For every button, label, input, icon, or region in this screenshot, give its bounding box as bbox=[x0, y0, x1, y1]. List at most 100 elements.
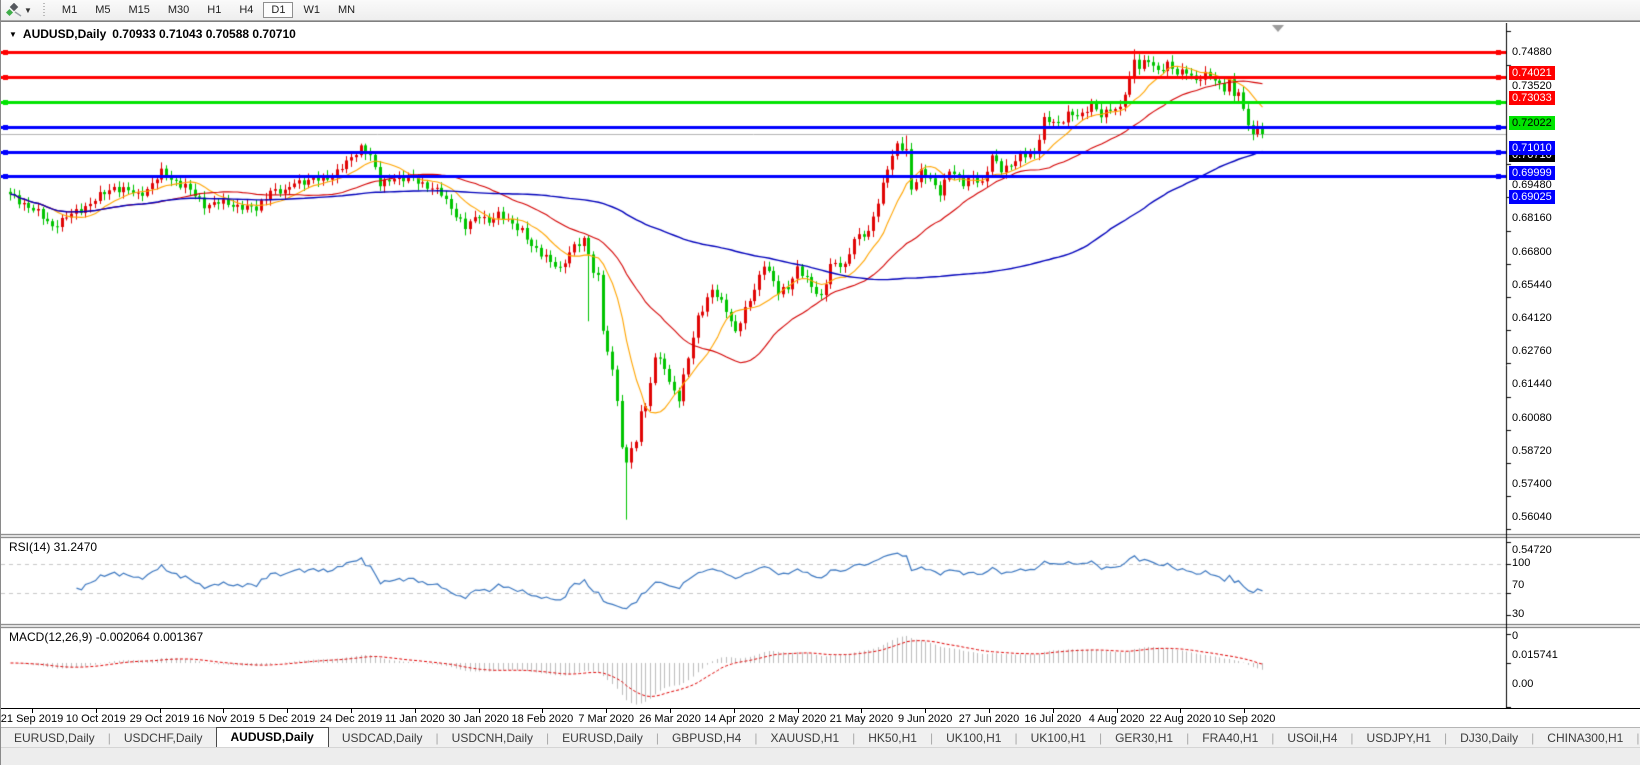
x-axis-date-label: 11 Jan 2020 bbox=[384, 713, 445, 725]
toolbar-grip-handle[interactable] bbox=[40, 3, 47, 17]
x-axis-date-label: 22 Aug 2020 bbox=[1149, 713, 1212, 725]
rsi-tick-label: 70 bbox=[1512, 578, 1525, 591]
chart-objects-icon[interactable] bbox=[5, 3, 23, 17]
price-tick-label: 0.60080 bbox=[1512, 411, 1552, 424]
date-tick bbox=[479, 709, 480, 713]
chart-tab-AUDUSD-Daily[interactable]: AUDUSD,Daily bbox=[215, 727, 329, 748]
chart-tab-GER30-H1[interactable]: GER30,H1 bbox=[1115, 731, 1174, 745]
date-tick bbox=[606, 709, 607, 713]
timeframe-button-MN[interactable]: MN bbox=[337, 4, 356, 16]
macd-tick-label: 0.015741 bbox=[1512, 649, 1558, 662]
x-axis-date-label: 30 Jan 2020 bbox=[448, 713, 509, 725]
price-tick-label: 0.56040 bbox=[1512, 511, 1552, 524]
chart-tab-EURUSD-Daily[interactable]: EURUSD,Daily bbox=[14, 731, 95, 745]
chart-tab-UK100-H1[interactable]: UK100,H1 bbox=[946, 731, 1002, 745]
chart-tab-UK100-H1[interactable]: UK100,H1 bbox=[1030, 731, 1086, 745]
x-axis-date-label: 2 May 2020 bbox=[768, 713, 827, 725]
rsi-indicator-label: RSI(14) 31.2470 bbox=[9, 540, 98, 554]
tab-separator: | bbox=[1444, 731, 1448, 745]
x-axis-date-label: 7 Mar 2020 bbox=[578, 713, 635, 725]
chart-tab-bar: EURUSD,Daily | USDCHF,Daily AUDUSD,Daily USD… bbox=[1, 727, 1640, 748]
x-axis-date-label: 18 Feb 2020 bbox=[511, 713, 574, 725]
date-tick bbox=[96, 709, 97, 713]
price-tick-label: 0.57400 bbox=[1512, 477, 1552, 490]
chart-tab-FRA40-H1[interactable]: FRA40,H1 bbox=[1202, 731, 1259, 745]
timeframe-button-H1[interactable]: H1 bbox=[207, 4, 222, 16]
x-axis-date-label: 27 Jun 2020 bbox=[958, 713, 1020, 725]
date-tick bbox=[160, 709, 161, 713]
hline-price-label: 0.74021 bbox=[1509, 66, 1555, 81]
timeframe-button-H4[interactable]: H4 bbox=[239, 4, 254, 16]
date-tick bbox=[1117, 709, 1118, 713]
x-axis-date-label: 16 Nov 2019 bbox=[192, 713, 255, 725]
tab-separator: | bbox=[929, 731, 934, 745]
chart-title: ▼ AUDUSD,Daily 0.70933 0.71043 0.70588 0… bbox=[9, 27, 296, 41]
chart-tab-CHINA300-H1[interactable]: CHINA300,H1 bbox=[1547, 731, 1624, 745]
date-tick bbox=[925, 709, 926, 713]
price-tick-label: 0.64120 bbox=[1512, 311, 1552, 324]
price-tick-label: 0.74880 bbox=[1512, 46, 1552, 58]
date-axis[interactable]: 21 Sep 2019 10 Oct 2019 29 Oct 2019 16 Nov … bbox=[1, 708, 1640, 729]
date-tick bbox=[351, 709, 352, 713]
triangle-down-icon[interactable]: ▼ bbox=[9, 29, 17, 39]
caret-down-icon[interactable]: ▼ bbox=[24, 5, 32, 15]
chart-tab-XAUUSD-H1[interactable]: XAUUSD,H1 bbox=[770, 731, 840, 745]
chart-tab-HK50-H1[interactable]: HK50,H1 bbox=[868, 731, 917, 745]
chart-tab-USDCNH-Daily[interactable]: USDCNH,Daily bbox=[451, 731, 534, 745]
window-bottom-strip bbox=[1, 747, 1640, 765]
tab-separator: | bbox=[754, 731, 758, 745]
chart-tab-EURUSD-Daily[interactable]: EURUSD,Daily bbox=[562, 731, 643, 745]
tab-separator: | bbox=[1098, 731, 1103, 745]
x-axis-date-label: 21 May 2020 bbox=[829, 713, 894, 725]
date-tick bbox=[223, 709, 224, 713]
chart-tab-GBPUSD-H4[interactable]: GBPUSD,H4 bbox=[671, 731, 742, 745]
date-tick bbox=[1244, 709, 1245, 713]
x-axis-date-label: 26 Mar 2020 bbox=[639, 713, 701, 725]
price-tick-label: 0.54720 bbox=[1512, 544, 1552, 557]
x-axis-date-label: 9 Jun 2020 bbox=[897, 713, 953, 725]
tab-separator: | bbox=[1014, 731, 1018, 745]
chart-ohlc-values: 0.70933 0.71043 0.70588 0.70710 bbox=[112, 27, 296, 41]
price-tick-label: 0.62760 bbox=[1512, 345, 1552, 358]
x-axis-date-label: 21 Sep 2019 bbox=[0, 713, 64, 725]
date-tick bbox=[861, 709, 862, 713]
chart-window: ▼ AUDUSD,Daily 0.70933 0.71043 0.70588 0… bbox=[1, 21, 1640, 729]
tab-separator: | bbox=[107, 731, 111, 745]
timeframe-button-M5[interactable]: M5 bbox=[95, 4, 111, 16]
x-axis-date-label: 10 Sep 2020 bbox=[1212, 713, 1276, 725]
tab-separator: | bbox=[852, 731, 856, 745]
hline-price-label: 0.73033 bbox=[1509, 90, 1555, 105]
date-tick bbox=[734, 709, 735, 713]
chart-tab-USDJPY-H1[interactable]: USDJPY,H1 bbox=[1366, 731, 1432, 745]
price-chart-canvas[interactable] bbox=[1, 23, 1640, 708]
date-tick bbox=[989, 709, 990, 713]
tab-separator: | bbox=[546, 731, 550, 745]
macd-tick-label: 0.00 bbox=[1512, 678, 1534, 690]
price-tick-label: 0.66800 bbox=[1512, 245, 1552, 258]
rsi-tick-label: 0 bbox=[1512, 630, 1519, 642]
chart-tab-USDCHF-Daily[interactable]: USDCHF,Daily bbox=[123, 731, 203, 745]
timeframe-button-W1[interactable]: W1 bbox=[303, 4, 320, 16]
timeframe-toolbar: ▼ M1 M5 M15 M30 H1 H4 D1 W1 MN bbox=[1, 0, 1640, 21]
timeframe-button-M15[interactable]: M15 bbox=[128, 4, 150, 16]
date-tick bbox=[287, 709, 288, 713]
chart-tab-USDCAD-Daily[interactable]: USDCAD,Daily bbox=[341, 731, 423, 745]
date-tick bbox=[798, 709, 799, 713]
chart-tab-DJ30-Daily[interactable]: DJ30,Daily bbox=[1460, 731, 1519, 745]
price-tick-label: 0.69480 bbox=[1512, 179, 1552, 192]
tab-separator: | bbox=[1531, 731, 1535, 745]
rsi-tick-label: 100 bbox=[1512, 557, 1531, 569]
hline-price-label: 0.72022 bbox=[1509, 115, 1555, 130]
price-tick-label: 0.61440 bbox=[1512, 378, 1552, 391]
x-axis-date-label: 14 Apr 2020 bbox=[704, 713, 764, 725]
date-tick bbox=[542, 709, 543, 713]
timeframe-button-M1[interactable]: M1 bbox=[61, 4, 78, 16]
timeframe-button-M30[interactable]: M30 bbox=[167, 4, 190, 16]
price-tick-label: 0.73520 bbox=[1512, 79, 1552, 92]
timeframe-button-D1[interactable]: D1 bbox=[263, 2, 294, 18]
date-tick bbox=[32, 709, 33, 713]
tab-separator: | bbox=[1186, 731, 1190, 745]
chart-tab-USOil-H4[interactable]: USOil,H4 bbox=[1287, 731, 1338, 745]
chart-symbol-label: AUDUSD,Daily bbox=[22, 27, 107, 41]
macd-indicator-label: MACD(12,26,9) -0.002064 0.001367 bbox=[9, 630, 204, 644]
